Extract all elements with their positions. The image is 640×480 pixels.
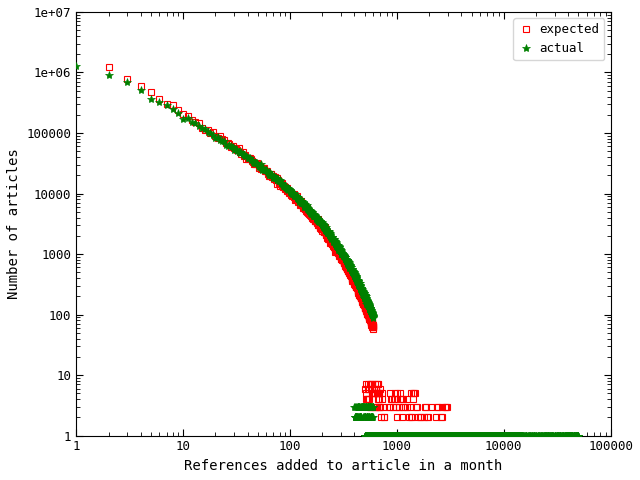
expected <box>362 307 370 312</box>
actual <box>437 433 445 439</box>
actual <box>361 433 369 439</box>
actual <box>440 433 448 439</box>
actual <box>442 433 449 439</box>
expected <box>408 415 416 420</box>
actual <box>413 433 421 439</box>
Line: expected: expected <box>74 0 450 420</box>
expected <box>368 320 376 326</box>
expected <box>443 404 451 409</box>
expected <box>333 245 340 251</box>
expected <box>377 415 385 420</box>
actual <box>498 433 506 439</box>
actual <box>516 433 524 439</box>
actual <box>575 433 582 439</box>
Legend: expected, actual: expected, actual <box>513 18 604 60</box>
X-axis label: References added to article in a month: References added to article in a month <box>184 459 502 473</box>
expected <box>412 390 419 396</box>
Line: actual: actual <box>72 61 582 440</box>
actual <box>72 63 80 69</box>
expected <box>374 396 382 402</box>
Y-axis label: Number of articles: Number of articles <box>7 148 21 299</box>
